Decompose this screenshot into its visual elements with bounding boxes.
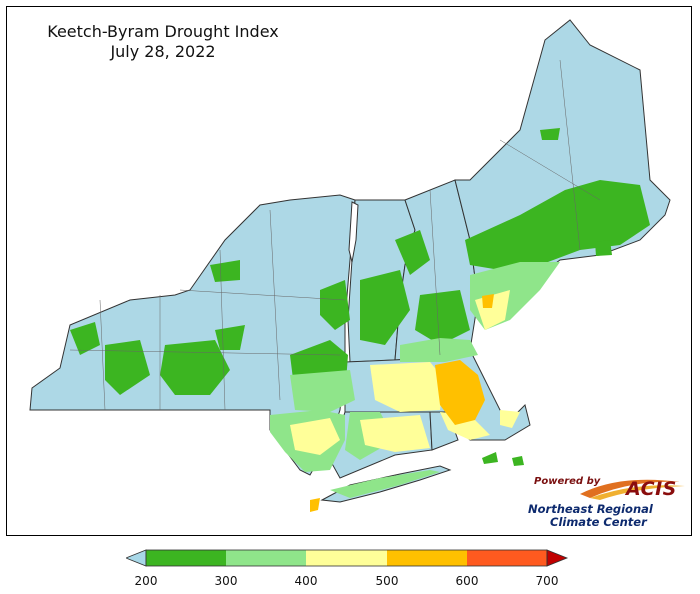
title-line-1: Keetch-Byram Drought Index	[47, 22, 279, 41]
acis-logo: Powered by ACIS Northeast Regional Clima…	[520, 472, 692, 530]
legend-tick-700: 700	[535, 574, 559, 588]
county-boundaries	[69, 59, 601, 411]
map-title: Keetch-Byram Drought Index July 28, 2022	[28, 22, 298, 62]
kbdi-500-600-areas	[310, 294, 494, 512]
legend-over-arrow	[546, 549, 569, 567]
legend-tick-300: 300	[214, 574, 238, 588]
legend-tick-200: 200	[134, 574, 158, 588]
kbdi-400-500-areas	[290, 290, 520, 455]
powered-by-text: Powered by	[534, 476, 601, 487]
title-line-2: July 28, 2022	[110, 42, 216, 61]
org-name-line-2: Climate Center	[550, 515, 647, 529]
legend-bin-400-500	[306, 550, 387, 566]
acis-swoosh-icon	[580, 479, 685, 500]
legend-bin-200-300	[146, 550, 226, 566]
legend-bin-300-400	[226, 550, 306, 566]
color-legend-bar	[126, 549, 569, 567]
legend-under-arrow	[126, 549, 147, 567]
drought-index-map	[29, 19, 671, 512]
acis-text: ACIS	[626, 478, 677, 500]
legend-tick-600: 600	[455, 574, 479, 588]
region-lake-champlain	[348, 201, 359, 263]
legend-tick-400: 400	[294, 574, 318, 588]
kbdi-200-300-areas	[70, 128, 650, 466]
legend-tick-500: 500	[375, 574, 399, 588]
legend-bin-500-600	[387, 550, 467, 566]
org-name-line-1: Northeast Regional	[528, 502, 653, 516]
legend-bin-600-700	[467, 550, 547, 566]
